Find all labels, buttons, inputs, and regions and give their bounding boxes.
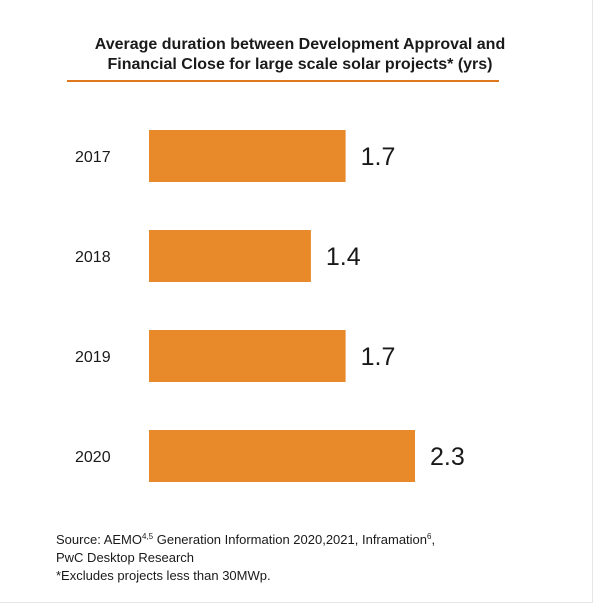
source-line-1: Source: AEMO4,5 Generation Information 2…	[56, 531, 576, 549]
source-middle: Generation Information 2020,2021, Infram…	[153, 532, 428, 547]
source-prefix: Source: AEMO	[56, 532, 142, 547]
bar-2017	[149, 130, 346, 182]
bar-2018	[149, 230, 311, 282]
source-note: Source: AEMO4,5 Generation Information 2…	[56, 531, 576, 585]
source-ref-inframation: 6	[427, 532, 432, 541]
tick-label-2020: 2020	[75, 449, 111, 466]
data-label-2018: 1.4	[326, 243, 361, 271]
source-ref-aemo: 4,5	[141, 532, 154, 541]
data-label-2019: 1.7	[361, 343, 396, 371]
data-label-2020: 2.3	[430, 443, 465, 471]
chart-title: Average duration between Development App…	[40, 35, 560, 75]
footnote: *Excludes projects less than 30MWp.	[56, 568, 271, 583]
tick-label-2017: 2017	[75, 149, 111, 166]
chart-title-line-2: Financial Close for large scale solar pr…	[107, 56, 493, 73]
title-underline	[67, 80, 499, 82]
bar-2020	[149, 430, 415, 482]
bar-chart: 2017 1.7 2018 1.4 2019 1.7 2020 2.3	[75, 130, 465, 482]
chart-title-line-1: Average duration between Development App…	[94, 36, 506, 53]
bars-layer: 2017 1.7 2018 1.4 2019 1.7 2020 2.3	[75, 130, 465, 482]
source-suffix: ,	[431, 532, 436, 547]
data-label-2017: 1.7	[361, 143, 396, 171]
source-line-2: PwC Desktop Research	[56, 550, 194, 565]
bar-2019	[149, 330, 346, 382]
tick-label-2018: 2018	[75, 249, 111, 266]
tick-label-2019: 2019	[75, 349, 111, 366]
